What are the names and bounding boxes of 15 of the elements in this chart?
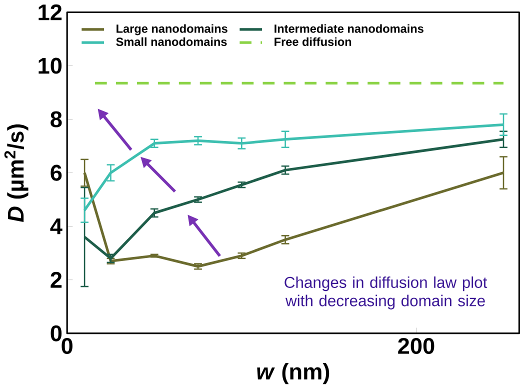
y-tick-label: 0 <box>50 325 62 342</box>
annotation: Changes in diffusion law plot with decreasing domain size <box>284 276 488 310</box>
y-tick-label: 10 <box>38 58 62 74</box>
legend-label: Large nanodomains <box>116 24 228 36</box>
y-tick-label: 6 <box>50 164 62 181</box>
legend-label: Small nanodomains <box>116 37 227 46</box>
y-tick-label: 4 <box>50 218 62 234</box>
y-axis-title: D (µm$^{2}$/s) <box>4 124 28 222</box>
x-tick-label: 200 <box>398 338 434 354</box>
legend-label: Free diffusion <box>274 37 352 46</box>
y-tick-label: 8 <box>50 111 62 128</box>
y-tick-label: 12 <box>38 4 62 20</box>
y-tick-label: 2 <box>50 272 62 288</box>
legend-label: Intermediate nanodomains <box>274 24 424 33</box>
x-axis-title: w (nm) <box>257 362 330 384</box>
